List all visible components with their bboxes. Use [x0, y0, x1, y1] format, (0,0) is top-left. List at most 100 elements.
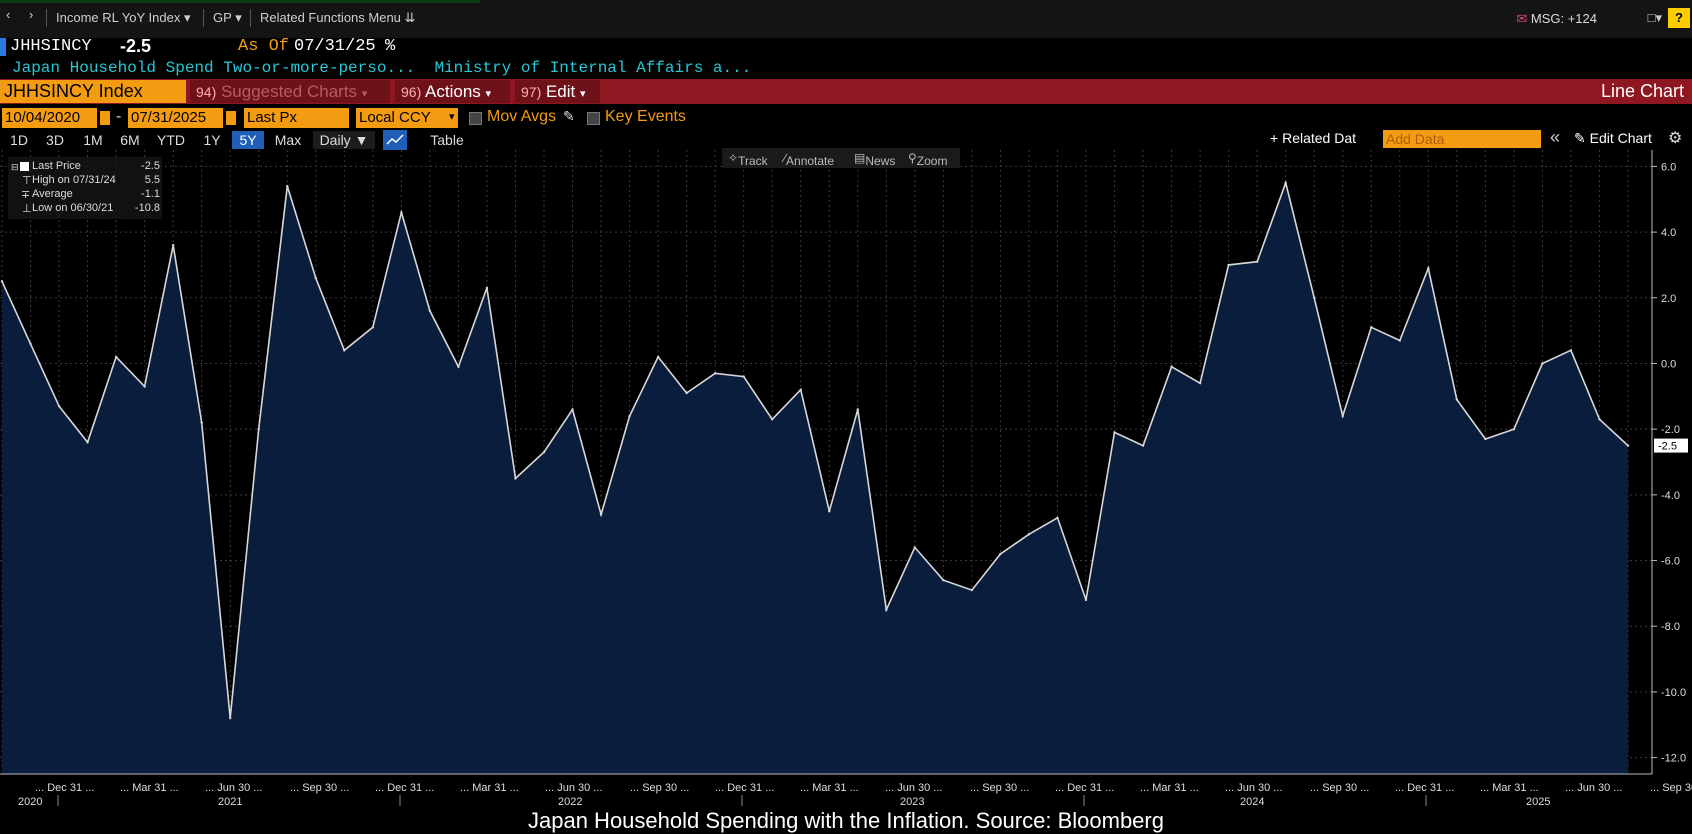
legend-label: Low on 06/30/21: [32, 202, 114, 214]
divider: [46, 9, 47, 27]
field-selector[interactable]: Last Px: [244, 108, 349, 128]
double-chevron-down-icon: ⇊: [404, 10, 416, 25]
x-year-label: 2023: [900, 796, 924, 806]
security-menu[interactable]: Income RL YoY Index ▾: [56, 10, 190, 26]
data-point: [799, 388, 802, 391]
function-menu[interactable]: GP ▾: [213, 10, 242, 26]
x-tick-label: ... Mar 31 ...: [1480, 782, 1539, 794]
x-tick-label: ... Jun 30 ...: [885, 782, 942, 794]
x-tick-label: ... Dec 31 ...: [1395, 782, 1454, 794]
data-point: [571, 408, 574, 411]
table-button[interactable]: Table: [430, 132, 464, 148]
y-tick-label: 4.0: [1661, 227, 1676, 239]
y-tick-label: -2.0: [1661, 424, 1680, 436]
collapse-icon[interactable]: «: [1550, 127, 1561, 147]
news-label: News: [865, 154, 896, 168]
data-point: [1284, 181, 1287, 185]
data-point: [343, 349, 346, 352]
range-max-button[interactable]: Max: [274, 132, 302, 148]
x-year-label: 2025: [1526, 796, 1550, 806]
data-point: [1512, 427, 1516, 431]
forward-arrow-icon[interactable]: ›: [29, 7, 34, 22]
track-tool[interactable]: ✧ Track: [728, 151, 768, 168]
figure-caption: Japan Household Spending with the Inflat…: [528, 808, 1164, 833]
last-price-swatch: [20, 162, 29, 171]
start-date-field[interactable]: 10/04/2020: [2, 108, 97, 128]
data-point: [1255, 260, 1259, 263]
edit-button[interactable]: 97) Edit ▾: [515, 80, 600, 103]
range-1d-button[interactable]: 1D: [10, 132, 28, 148]
data-point: [143, 385, 146, 388]
as-of-label: As Of: [238, 37, 290, 56]
index-field[interactable]: JHHSINCY Index: [0, 80, 186, 103]
zoom-tool[interactable]: ⚲ Zoom: [908, 151, 948, 168]
data-point: [685, 391, 688, 395]
suggested-charts-label: Suggested Charts: [220, 82, 358, 101]
currency-selector[interactable]: Local CCY: [356, 108, 458, 128]
data-point: [1141, 444, 1145, 447]
function-menu-label: GP: [213, 10, 232, 25]
key-events-checkbox[interactable]: [587, 112, 600, 125]
calendar-icon[interactable]: [99, 110, 111, 126]
back-arrow-icon[interactable]: ‹: [6, 7, 11, 22]
data-point: [656, 355, 660, 359]
message-indicator[interactable]: ✉ MSG: +124: [1516, 11, 1597, 27]
chevron-down-icon: ▾: [485, 88, 492, 100]
x-tick-label: ... Jun 30 ...: [205, 782, 262, 794]
x-tick-label: ... Jun 30 ...: [545, 782, 602, 794]
x-tick-label: ... Sep 30 ...: [290, 782, 349, 794]
period-selector[interactable]: Daily ▼: [313, 131, 375, 149]
date-dash: -: [116, 108, 122, 125]
edit-chart-label: Edit Chart: [1589, 130, 1652, 146]
range-3d-button[interactable]: 3D: [46, 132, 64, 148]
news-tool[interactable]: ▤ News: [854, 151, 896, 168]
data-point: [742, 375, 745, 378]
data-point: [457, 365, 460, 368]
add-data-input[interactable]: Add Data: [1383, 130, 1541, 148]
annotate-tool[interactable]: ∕ Annotate: [784, 151, 835, 168]
help-button[interactable]: ?: [1668, 8, 1690, 28]
data-point: [542, 450, 546, 454]
x-tick-label: ... Mar 31 ...: [1140, 782, 1199, 794]
range-1m-button[interactable]: 1M: [83, 132, 103, 148]
range-5y-button[interactable]: 5Y: [232, 131, 264, 149]
data-point: [942, 579, 945, 582]
edit-chart-button[interactable]: ✎ Edit Chart: [1574, 130, 1652, 147]
range-ytd-button[interactable]: YTD: [157, 132, 185, 148]
security-menu-label: Income RL YoY Index: [56, 10, 181, 25]
gear-icon[interactable]: ⚙: [1668, 130, 1683, 147]
chart-toolbar: ✧ Track ∕ Annotate ▤ News ⚲ Zoom: [722, 148, 960, 168]
data-point: [1113, 431, 1116, 434]
calendar-icon[interactable]: [225, 110, 237, 126]
line-chart-icon[interactable]: [383, 130, 407, 150]
data-point: [885, 608, 888, 611]
pencil-icon[interactable]: ✎: [563, 108, 575, 124]
mov-avgs-checkbox[interactable]: [469, 112, 482, 125]
data-point: [1370, 326, 1373, 329]
related-data-button[interactable]: + Related Dat: [1270, 130, 1356, 146]
related-functions-menu[interactable]: Related Functions Menu ⇊: [260, 10, 415, 26]
data-point: [999, 552, 1002, 556]
actions-button[interactable]: 96) Actions ▾: [395, 80, 510, 103]
data-point: [1569, 349, 1573, 352]
data-point: [713, 372, 717, 375]
x-tick-label: ... Sep 30 ...: [1310, 782, 1369, 794]
window-menu-icon[interactable]: □▾: [1647, 10, 1662, 25]
range-6m-button[interactable]: 6M: [120, 132, 140, 148]
end-date-field[interactable]: 07/31/2025: [128, 108, 223, 128]
data-point: [1313, 296, 1316, 299]
data-point: [771, 418, 774, 421]
data-point: [856, 408, 859, 411]
data-point: [200, 421, 203, 424]
x-tick-label: ... Mar 31 ...: [800, 782, 859, 794]
suggested-charts-button[interactable]: 94) Suggested Charts ▾: [190, 80, 390, 103]
related-data-label: Related Dat: [1282, 130, 1357, 146]
line-chart[interactable]: 6.0 4.0 2.0 0.0 -2.0 -4.0 -6.0 -8.0 -10.0 -12.0 -2…: [0, 148, 1692, 806]
chevron-down-icon: ▾: [580, 88, 586, 100]
data-point: [428, 309, 432, 313]
range-1y-button[interactable]: 1Y: [203, 132, 221, 148]
unit-label: %: [385, 37, 396, 56]
security-ticker[interactable]: JHHSINCY: [10, 37, 92, 56]
data-point: [970, 588, 974, 592]
y-tick-label: -10.0: [1661, 687, 1686, 699]
